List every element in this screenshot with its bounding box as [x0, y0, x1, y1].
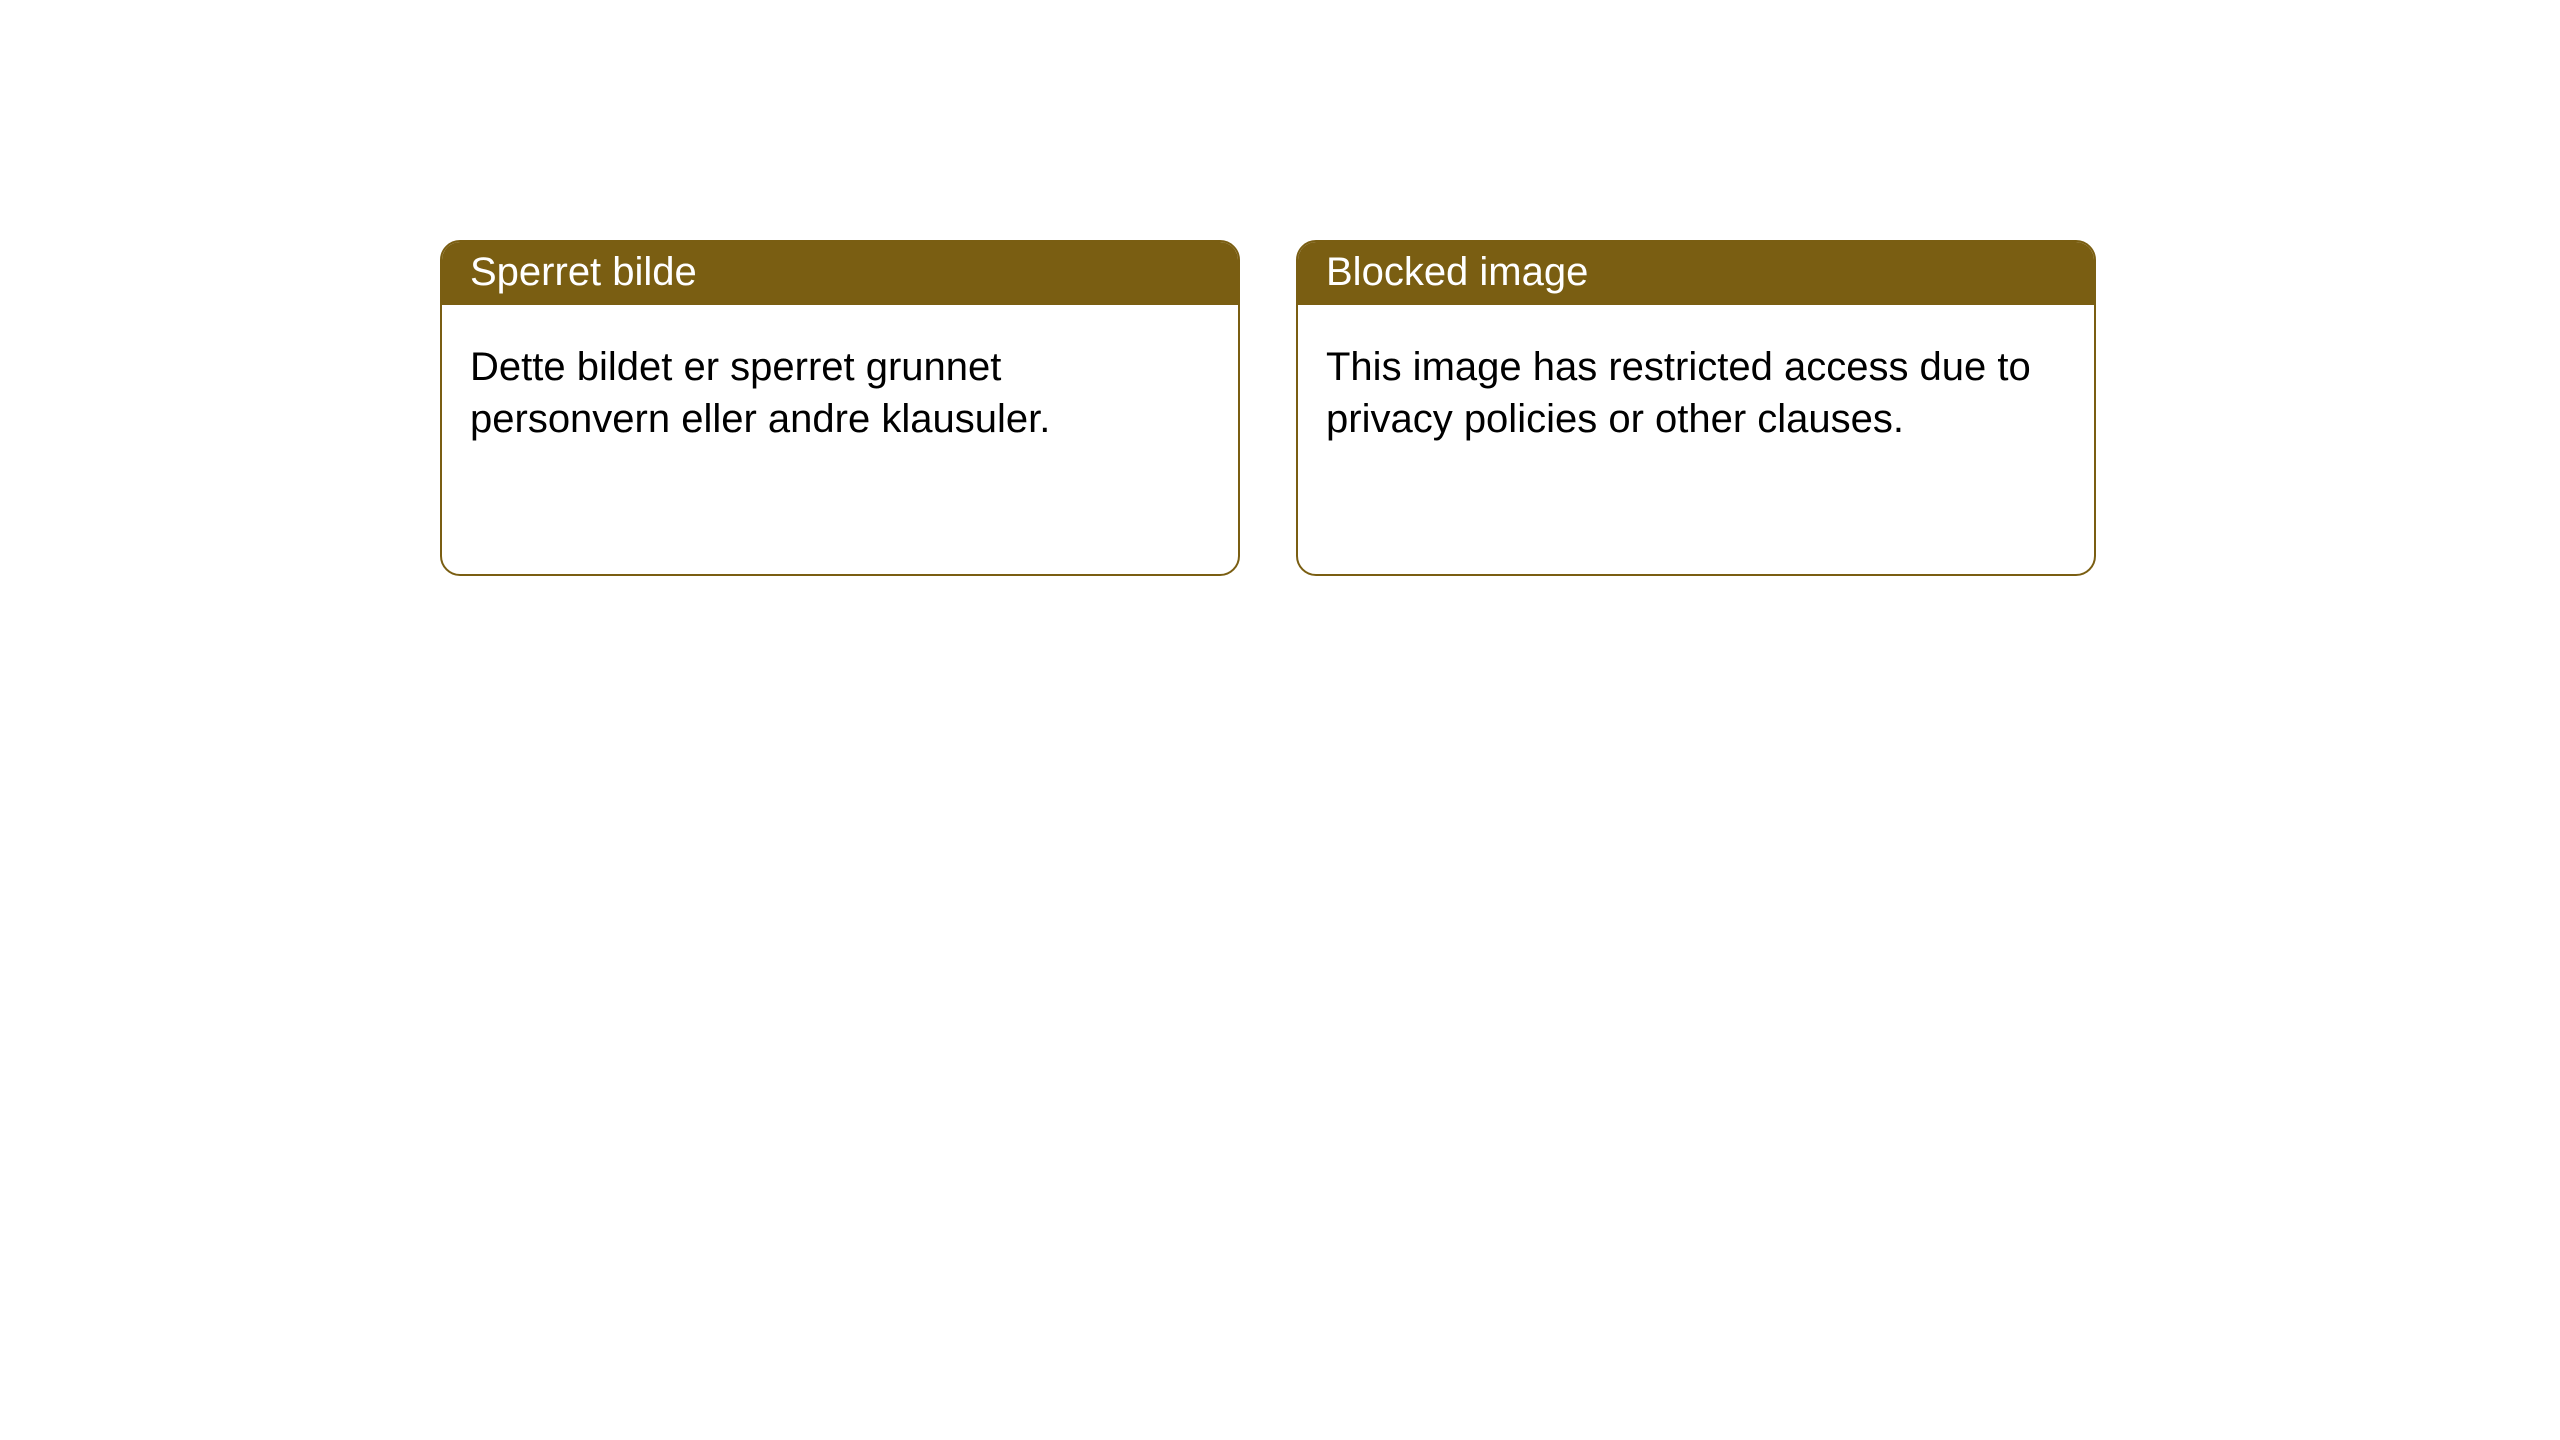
- notice-card-no: Sperret bilde Dette bildet er sperret gr…: [440, 240, 1240, 576]
- notice-body-en: This image has restricted access due to …: [1298, 305, 2094, 481]
- notice-title-no: Sperret bilde: [442, 242, 1238, 305]
- notice-card-en: Blocked image This image has restricted …: [1296, 240, 2096, 576]
- notice-title-en: Blocked image: [1298, 242, 2094, 305]
- blocked-image-notices: Sperret bilde Dette bildet er sperret gr…: [440, 240, 2560, 576]
- notice-body-no: Dette bildet er sperret grunnet personve…: [442, 305, 1238, 481]
